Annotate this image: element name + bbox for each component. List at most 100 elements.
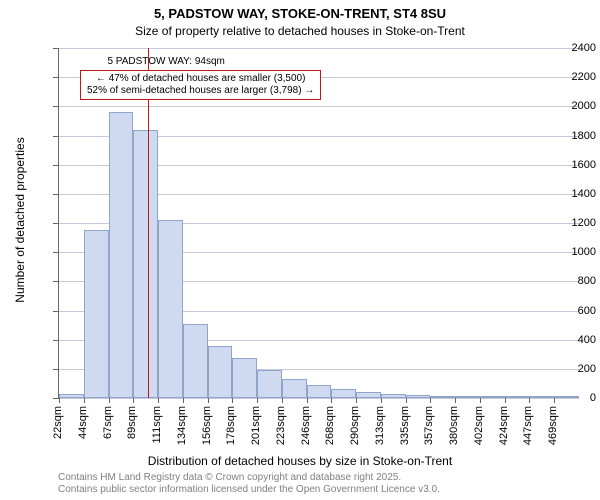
ytick-label: 2400 bbox=[546, 42, 596, 54]
ytick-label: 600 bbox=[546, 305, 596, 317]
xtick-mark bbox=[257, 398, 258, 403]
xtick-mark bbox=[59, 398, 60, 403]
footer-line: Contains HM Land Registry data © Crown c… bbox=[58, 472, 440, 484]
x-axis-label: Distribution of detached houses by size … bbox=[0, 454, 600, 468]
histogram-bar bbox=[208, 346, 233, 399]
chart-subtitle: Size of property relative to detached ho… bbox=[0, 24, 600, 38]
xtick-label: 134sqm bbox=[176, 406, 188, 445]
histogram-bar bbox=[84, 230, 109, 398]
histogram-bar bbox=[307, 385, 332, 398]
histogram-bar bbox=[282, 379, 307, 398]
xtick-label: 89sqm bbox=[126, 406, 138, 439]
xtick-mark bbox=[183, 398, 184, 403]
ytick-mark bbox=[53, 77, 58, 78]
xtick-label: 469sqm bbox=[547, 406, 559, 445]
xtick-mark bbox=[133, 398, 134, 403]
histogram-bar bbox=[183, 324, 208, 398]
ytick-label: 800 bbox=[546, 275, 596, 287]
ytick-label: 1600 bbox=[546, 159, 596, 171]
xtick-label: 156sqm bbox=[201, 406, 213, 445]
ytick-mark bbox=[53, 106, 58, 107]
ytick-label: 1000 bbox=[546, 246, 596, 258]
xtick-label: 447sqm bbox=[522, 406, 534, 445]
ytick-mark bbox=[53, 398, 58, 399]
ytick-label: 0 bbox=[546, 392, 596, 404]
gridline bbox=[59, 106, 579, 107]
xtick-label: 357sqm bbox=[423, 406, 435, 445]
histogram-bar bbox=[356, 392, 381, 398]
xtick-label: 223sqm bbox=[275, 406, 287, 445]
ytick-label: 1200 bbox=[546, 217, 596, 229]
ytick-mark bbox=[53, 165, 58, 166]
xtick-mark bbox=[406, 398, 407, 403]
histogram-bar bbox=[406, 395, 431, 398]
histogram-bar bbox=[331, 389, 356, 398]
xtick-mark bbox=[109, 398, 110, 403]
ytick-label: 400 bbox=[546, 334, 596, 346]
xtick-mark bbox=[208, 398, 209, 403]
xtick-label: 402sqm bbox=[473, 406, 485, 445]
xtick-mark bbox=[331, 398, 332, 403]
gridline bbox=[59, 398, 579, 399]
annotation-line: ← 47% of detached houses are smaller (3,… bbox=[87, 73, 314, 85]
footer-line: Contains public sector information licen… bbox=[58, 484, 440, 496]
histogram-bar bbox=[133, 130, 158, 398]
histogram-bar bbox=[59, 394, 84, 398]
histogram-bar bbox=[109, 112, 134, 398]
xtick-label: 290sqm bbox=[349, 406, 361, 445]
histogram-bar bbox=[455, 396, 480, 398]
ytick-label: 200 bbox=[546, 363, 596, 375]
annotation-box: ← 47% of detached houses are smaller (3,… bbox=[80, 70, 321, 100]
xtick-label: 67sqm bbox=[102, 406, 114, 439]
xtick-label: 380sqm bbox=[448, 406, 460, 445]
histogram-bar bbox=[381, 394, 406, 398]
xtick-label: 201sqm bbox=[250, 406, 262, 445]
ytick-mark bbox=[53, 311, 58, 312]
footer: Contains HM Land Registry data © Crown c… bbox=[58, 472, 440, 496]
histogram-bar bbox=[505, 396, 530, 398]
ytick-label: 2000 bbox=[546, 100, 596, 112]
ytick-mark bbox=[53, 369, 58, 370]
xtick-mark bbox=[455, 398, 456, 403]
ytick-label: 2200 bbox=[546, 71, 596, 83]
histogram-bar bbox=[257, 370, 282, 398]
xtick-label: 424sqm bbox=[498, 406, 510, 445]
annotation-line: 52% of semi-detached houses are larger (… bbox=[87, 85, 314, 97]
annotation-title: 5 PADSTOW WAY: 94sqm bbox=[107, 56, 224, 67]
xtick-label: 111sqm bbox=[151, 406, 163, 444]
plot-area bbox=[58, 48, 579, 399]
chart-title: 5, PADSTOW WAY, STOKE-ON-TRENT, ST4 8SU bbox=[0, 6, 600, 21]
xtick-mark bbox=[381, 398, 382, 403]
xtick-mark bbox=[84, 398, 85, 403]
ytick-mark bbox=[53, 194, 58, 195]
xtick-mark bbox=[232, 398, 233, 403]
xtick-mark bbox=[356, 398, 357, 403]
ytick-label: 1800 bbox=[546, 130, 596, 142]
ytick-mark bbox=[53, 340, 58, 341]
reference-line bbox=[148, 48, 149, 398]
xtick-label: 246sqm bbox=[300, 406, 312, 445]
ytick-mark bbox=[53, 136, 58, 137]
xtick-label: 313sqm bbox=[374, 406, 386, 445]
ytick-mark bbox=[53, 281, 58, 282]
xtick-label: 335sqm bbox=[399, 406, 411, 445]
xtick-mark bbox=[505, 398, 506, 403]
xtick-label: 44sqm bbox=[77, 406, 89, 439]
ytick-mark bbox=[53, 223, 58, 224]
histogram-bar bbox=[430, 396, 455, 398]
y-axis-label: Number of detached properties bbox=[13, 70, 27, 370]
ytick-mark bbox=[53, 48, 58, 49]
ytick-mark bbox=[53, 252, 58, 253]
xtick-mark bbox=[158, 398, 159, 403]
xtick-label: 178sqm bbox=[225, 406, 237, 445]
gridline bbox=[59, 48, 579, 49]
histogram-bar bbox=[158, 220, 183, 398]
xtick-mark bbox=[282, 398, 283, 403]
xtick-label: 268sqm bbox=[324, 406, 336, 445]
histogram-bar bbox=[232, 358, 257, 398]
xtick-mark bbox=[529, 398, 530, 403]
xtick-mark bbox=[430, 398, 431, 403]
xtick-label: 22sqm bbox=[52, 406, 64, 439]
ytick-label: 1400 bbox=[546, 188, 596, 200]
xtick-mark bbox=[307, 398, 308, 403]
